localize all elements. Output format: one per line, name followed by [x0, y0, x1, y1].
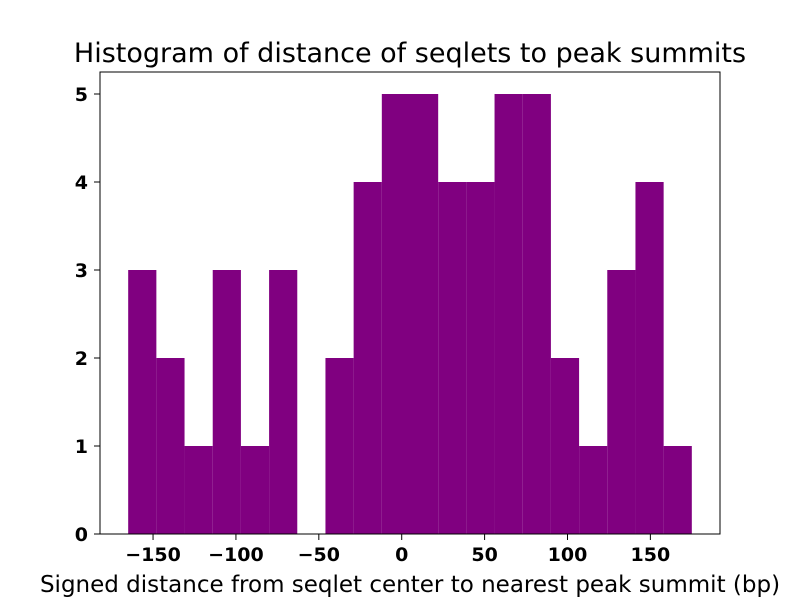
histogram-bar	[579, 446, 608, 534]
histogram-bar	[522, 94, 551, 534]
bars-group	[128, 94, 692, 534]
histogram-bar	[240, 446, 270, 534]
x-axis-label: Signed distance from seqlet center to ne…	[40, 572, 780, 598]
histogram-bar	[353, 182, 382, 534]
histogram-bar	[494, 94, 523, 534]
y-tick-label: 2	[75, 348, 88, 370]
x-tick-label: 0	[395, 544, 408, 566]
x-axis: −150 −100 −50 0 50 100 150	[125, 534, 670, 566]
x-tick-label: −100	[208, 544, 264, 566]
histogram-bar	[466, 182, 495, 534]
y-tick-label: 4	[75, 172, 88, 194]
histogram-bar	[269, 270, 298, 534]
y-tick-label: 3	[75, 260, 88, 282]
histogram-bar	[438, 182, 467, 534]
x-tick-label: −50	[298, 544, 340, 566]
chart-title: Histogram of distance of seqlets to peak…	[74, 38, 746, 69]
histogram-bar	[635, 182, 664, 534]
x-tick-label: 50	[471, 544, 497, 566]
histogram-bar	[128, 270, 157, 534]
y-tick-label: 0	[75, 524, 88, 546]
histogram-bar	[607, 270, 636, 534]
histogram-bar	[212, 270, 241, 534]
y-tick-label: 1	[75, 436, 88, 458]
histogram-bar	[325, 358, 354, 534]
histogram-bar	[184, 446, 213, 534]
histogram-bar	[381, 94, 410, 534]
y-axis: 0 1 2 3 4 5	[75, 84, 100, 546]
plot-frame	[99, 71, 721, 535]
x-tick-label: 150	[631, 544, 671, 566]
histogram-bar	[410, 94, 439, 534]
x-tick-label: −150	[125, 544, 181, 566]
y-tick-label: 5	[75, 84, 88, 106]
histogram-bar	[663, 446, 692, 534]
histogram-bar	[550, 358, 580, 534]
x-tick-label: 100	[548, 544, 588, 566]
histogram-bar	[156, 358, 185, 534]
